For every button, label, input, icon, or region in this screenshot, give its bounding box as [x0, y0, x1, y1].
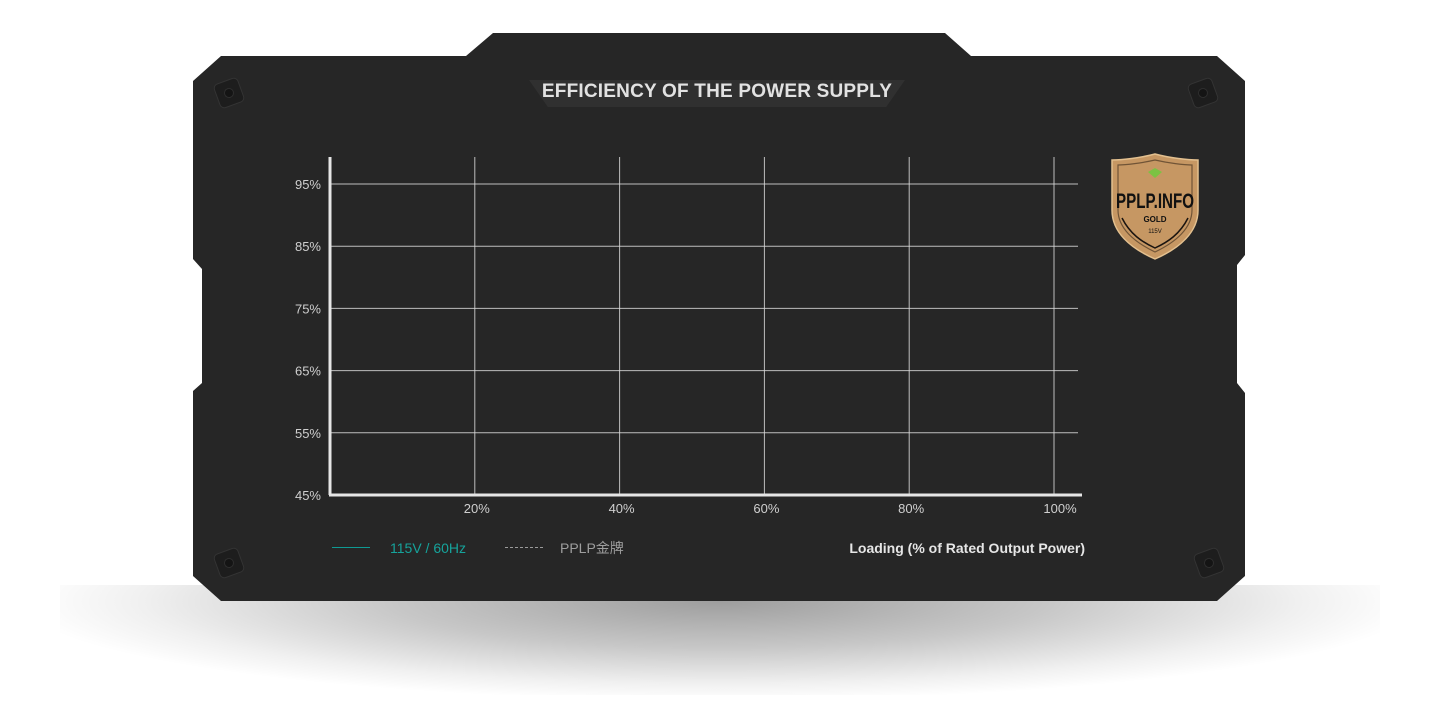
chart-title: EFFICIENCY OF THE POWER SUPPLY [541, 81, 893, 102]
panel-shadow [60, 585, 1380, 695]
y-tick-label: 65% [295, 364, 321, 379]
chart-panel [193, 33, 1245, 601]
x-axis-label: Loading (% of Rated Output Power) [849, 540, 1085, 556]
x-tick-label: 100% [1043, 501, 1077, 516]
legend-label-pplp: PPLP金牌 [560, 540, 624, 556]
badge-brand: PPLP.INFO [1116, 190, 1194, 213]
x-tick-label: 20% [464, 501, 490, 516]
y-tick-label: 45% [295, 488, 321, 503]
title-plate [529, 80, 905, 107]
x-tick-label: 60% [753, 501, 779, 516]
badge-voltage: 115V [1148, 229, 1162, 235]
pplp-gold-badge-icon: PPLP.INFO GOLD 115V [1111, 153, 1199, 260]
y-tick-label: 85% [295, 239, 321, 254]
x-tick-label: 80% [898, 501, 924, 516]
y-tick-label: 95% [295, 177, 321, 192]
legend-swatch-pplp [505, 547, 543, 548]
legend-label-115v: 115V / 60Hz [390, 540, 467, 556]
x-tick-label: 40% [609, 501, 635, 516]
badge-grade: GOLD [1143, 215, 1166, 224]
y-tick-label: 55% [295, 426, 321, 441]
legend-swatch-115v [332, 547, 370, 548]
y-tick-label: 75% [295, 301, 321, 316]
